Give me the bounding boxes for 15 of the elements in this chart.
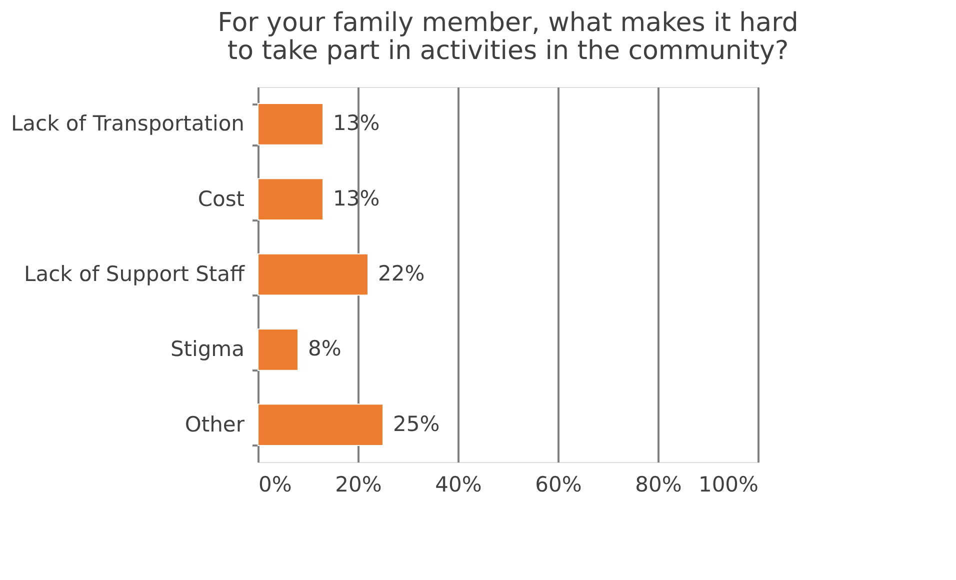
x-tick-label: 60% xyxy=(535,472,582,496)
y-tick-label: Lack of Transportation xyxy=(10,112,244,136)
data-label: 8% xyxy=(308,336,342,361)
y-tick-label: Stigma xyxy=(170,337,244,362)
data-label: 25% xyxy=(393,412,440,436)
x-tick-label: 40% xyxy=(435,472,482,496)
y-tick-label: Cost xyxy=(198,186,244,211)
data-label: 22% xyxy=(378,262,425,286)
y-tick-label: Other xyxy=(184,412,245,436)
x-tick-label: 100% xyxy=(698,472,758,496)
x-tick-label: 20% xyxy=(335,472,382,496)
y-tick-label: Lack of Support Staff xyxy=(24,262,246,286)
x-tick-label: 0% xyxy=(258,472,292,496)
chart-title: For your family member, what makes it hard to take part in activities in the community? xyxy=(218,8,798,66)
x-tick-label: 80% xyxy=(635,472,682,496)
